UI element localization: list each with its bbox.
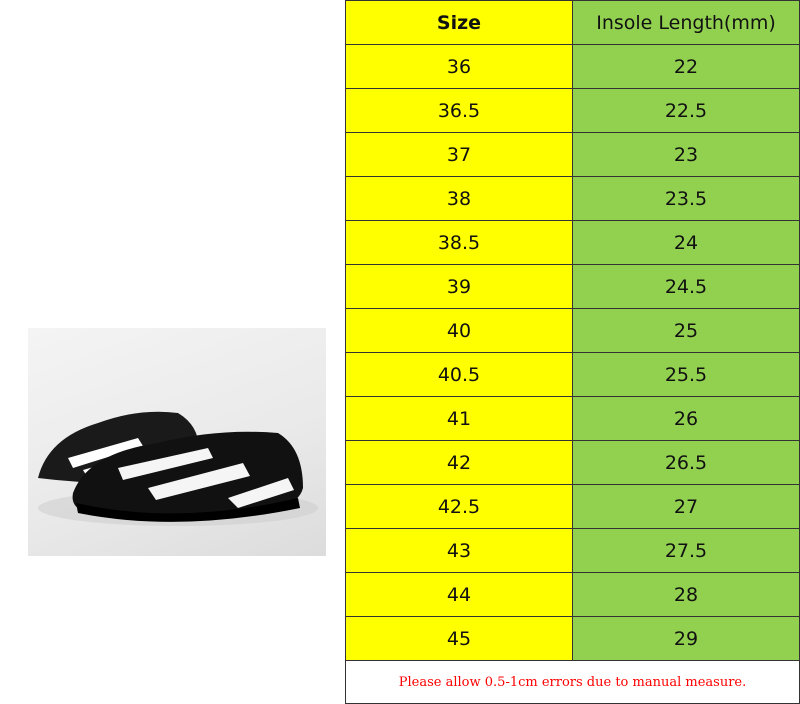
insole-length-cell: 22.5 [572,88,800,133]
size-cell: 44 [345,572,573,617]
insole-length-cell: 25 [572,308,800,353]
shoe-photo [28,328,326,556]
table-row: 37 23 [345,132,800,177]
table-row: 40 25 [345,308,800,353]
size-cell: 37 [345,132,573,177]
insole-length-cell: 23.5 [572,176,800,221]
size-cell: 41 [345,396,573,441]
size-cell: 40.5 [345,352,573,397]
insole-length-cell: 29 [572,616,800,661]
size-cell: 45 [345,616,573,661]
header-insole-length: Insole Length(mm) [572,0,800,45]
table-header-row: Size Insole Length(mm) [345,0,800,45]
size-cell: 42.5 [345,484,573,529]
table-row: 42.5 27 [345,484,800,529]
size-cell: 40 [345,308,573,353]
size-cell: 38.5 [345,220,573,265]
size-chart-table: Size Insole Length(mm) 36 22 36.5 22.5 37 23 3… [345,0,800,704]
table-row: 36.5 22.5 [345,88,800,133]
insole-length-cell: 24 [572,220,800,265]
header-size: Size [345,0,573,45]
insole-length-cell: 27.5 [572,528,800,573]
table-row: 42 26.5 [345,440,800,485]
note-row: Please allow 0.5-1cm errors due to manua… [345,660,800,704]
measurement-note: Please allow 0.5-1cm errors due to manua… [345,660,800,704]
size-cell: 36 [345,44,573,89]
shoe-image [38,411,318,526]
table-row: 40.5 25.5 [345,352,800,397]
insole-length-cell: 26 [572,396,800,441]
insole-length-cell: 22 [572,44,800,89]
size-cell: 38 [345,176,573,221]
table-row: 41 26 [345,396,800,441]
table-row: 44 28 [345,572,800,617]
insole-length-cell: 24.5 [572,264,800,309]
table-row: 45 29 [345,616,800,661]
size-cell: 43 [345,528,573,573]
insole-length-cell: 25.5 [572,352,800,397]
table-row: 43 27.5 [345,528,800,573]
insole-length-cell: 23 [572,132,800,177]
size-cell: 39 [345,264,573,309]
table-row: 38 23.5 [345,176,800,221]
table-row: 39 24.5 [345,264,800,309]
insole-length-cell: 26.5 [572,440,800,485]
table-row: 36 22 [345,44,800,89]
table-row: 38.5 24 [345,220,800,265]
insole-length-cell: 28 [572,572,800,617]
size-cell: 42 [345,440,573,485]
size-cell: 36.5 [345,88,573,133]
insole-length-cell: 27 [572,484,800,529]
